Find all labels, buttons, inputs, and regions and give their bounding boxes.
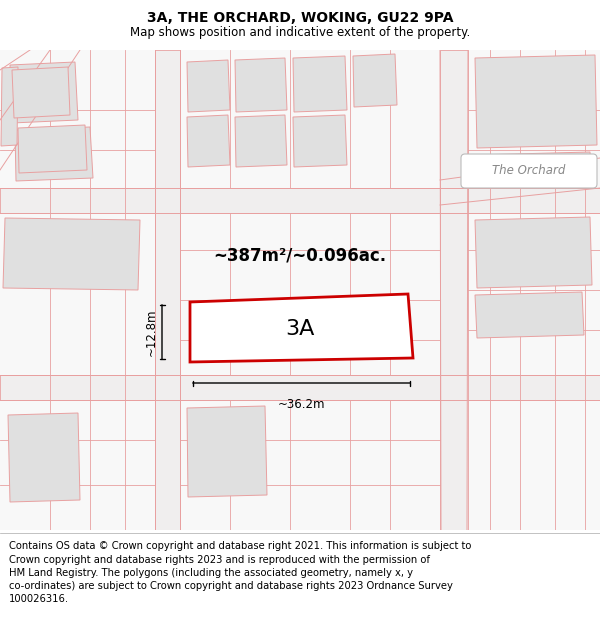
Polygon shape [1, 67, 18, 146]
Polygon shape [12, 67, 70, 118]
Polygon shape [475, 217, 592, 288]
Polygon shape [440, 50, 468, 530]
Polygon shape [235, 115, 287, 167]
Polygon shape [190, 294, 413, 362]
Polygon shape [10, 62, 78, 123]
Polygon shape [475, 55, 597, 148]
Polygon shape [155, 50, 180, 530]
Polygon shape [353, 54, 397, 107]
Text: 3A, THE ORCHARD, WOKING, GU22 9PA: 3A, THE ORCHARD, WOKING, GU22 9PA [147, 11, 453, 25]
Polygon shape [475, 292, 584, 338]
Polygon shape [187, 115, 230, 167]
Text: ~12.8m: ~12.8m [145, 308, 158, 356]
Polygon shape [0, 188, 600, 213]
Text: ~36.2m: ~36.2m [278, 398, 325, 411]
Polygon shape [18, 125, 87, 173]
Polygon shape [15, 127, 93, 181]
Text: Map shows position and indicative extent of the property.: Map shows position and indicative extent… [130, 26, 470, 39]
Text: 3A: 3A [286, 319, 315, 339]
Text: ~387m²/~0.096ac.: ~387m²/~0.096ac. [214, 246, 386, 264]
Text: The Orchard: The Orchard [493, 164, 566, 177]
FancyBboxPatch shape [461, 154, 597, 188]
Polygon shape [187, 60, 230, 112]
Polygon shape [293, 56, 347, 112]
Polygon shape [235, 58, 287, 112]
Polygon shape [3, 218, 140, 290]
Polygon shape [293, 115, 347, 167]
Polygon shape [475, 152, 592, 186]
Text: Contains OS data © Crown copyright and database right 2021. This information is : Contains OS data © Crown copyright and d… [9, 541, 472, 604]
Polygon shape [8, 413, 80, 502]
Polygon shape [187, 406, 267, 497]
Polygon shape [0, 375, 600, 400]
